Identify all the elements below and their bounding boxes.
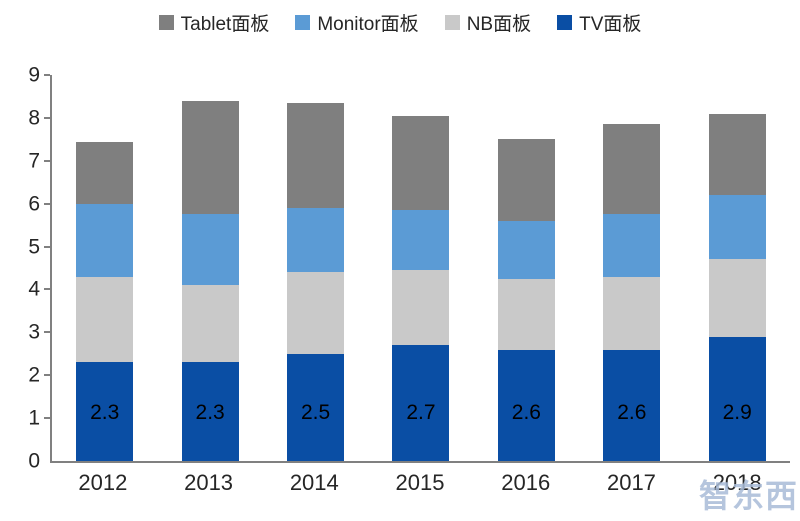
bar-segment-TV面板: [181, 362, 239, 461]
plot-area: 2.3 2.3 2.5 2.7 2.6 2.6 2.9 0 1 2 3 4 5 6 7 8 9: [28, 65, 790, 472]
x-tick-label: 2018: [712, 470, 762, 495]
bar-2013: 2.3: [181, 75, 239, 461]
legend-marker-icon: [444, 14, 460, 30]
bar-cell-2017: 2.6: [579, 75, 684, 461]
bar-cell-2018: 2.9: [685, 75, 790, 461]
bar-value-label: 2.3: [90, 401, 120, 424]
bar-value-label: 2.6: [617, 401, 647, 424]
legend-marker-icon: [557, 14, 573, 30]
watermark: 智东西: [698, 478, 798, 514]
bars-container: 2.3 2.3 2.5 2.7 2.6 2.6 2.9: [52, 75, 790, 461]
y-tick-label: 7: [28, 149, 40, 173]
bar-segment-TV面板: [708, 336, 766, 461]
bar-segment-TV面板: [392, 345, 450, 461]
legend-item-3: TV面板: [557, 9, 641, 36]
legend-marker-icon: [295, 14, 311, 30]
legend-item-0: Tablet面板: [158, 9, 270, 36]
y-tick-mark: [44, 116, 50, 119]
y-tick-mark: [44, 374, 50, 377]
bar-2017: 2.6: [603, 75, 661, 461]
y-tick-label: 4: [28, 277, 40, 301]
bar-segment-Tablet面板: [181, 100, 239, 215]
bar-cell-2013: 2.3: [157, 75, 262, 461]
bar-value-label: 2.3: [195, 401, 225, 424]
bar-value-label: 2.7: [406, 401, 436, 424]
y-tick-label: 5: [28, 235, 40, 259]
bar-segment-TV面板: [603, 349, 661, 461]
y-tick-label: 1: [28, 406, 40, 430]
bar-segment-TV面板: [76, 362, 134, 461]
legend-item-1: Monitor面板: [295, 9, 419, 36]
bar-segment-TV面板: [287, 353, 345, 461]
bar-segment-Tablet面板: [76, 141, 134, 204]
x-tick-label: 2015: [395, 470, 445, 495]
bar-segment-NB面板: [708, 259, 766, 337]
bar-segment-Monitor面板: [708, 195, 766, 260]
bar-cell-2015: 2.7: [368, 75, 473, 461]
bar-segment-Monitor面板: [76, 203, 134, 277]
bar-segment-NB面板: [76, 276, 134, 363]
y-tick-mark: [44, 417, 50, 420]
bar-segment-Monitor面板: [287, 207, 345, 273]
bar-segment-Monitor面板: [392, 210, 450, 271]
legend-label: TV面板: [579, 13, 642, 35]
bar-2012: 2.3: [76, 75, 134, 461]
legend-label: Monitor面板: [317, 13, 419, 35]
bar-segment-NB面板: [603, 276, 661, 350]
bar-2016: 2.6: [497, 75, 555, 461]
bar-segment-Tablet面板: [603, 124, 661, 215]
bar-cell-2016: 2.6: [474, 75, 579, 461]
bar-value-label: 2.5: [300, 401, 331, 424]
x-tick-label: 2017: [606, 470, 656, 495]
y-tick-mark: [44, 331, 50, 334]
legend: Tablet面板 Monitor面板 NB面板 TV面板: [0, 8, 800, 36]
y-tick-label: 0: [28, 449, 40, 473]
bar-segment-Tablet面板: [497, 139, 555, 221]
y-tick-mark: [44, 288, 50, 291]
bar-cell-2012: 2.3: [52, 75, 157, 461]
x-tick-label: 2012: [78, 470, 128, 495]
bar-2015: 2.7: [392, 75, 450, 461]
bar-segment-NB面板: [181, 285, 239, 363]
bar-segment-Tablet面板: [287, 102, 345, 208]
bar-segment-NB面板: [392, 270, 450, 346]
y-tick-mark: [44, 202, 50, 205]
bar-cell-2014: 2.5: [263, 75, 368, 461]
legend-label: NB面板: [466, 13, 532, 35]
y-tick-mark: [44, 74, 50, 76]
bar-segment-TV面板: [497, 349, 555, 461]
bar-segment-NB面板: [287, 272, 345, 354]
bar-segment-Monitor面板: [497, 220, 555, 279]
bar-segment-NB面板: [497, 278, 555, 350]
x-tick-label: 2016: [501, 470, 551, 495]
bar-segment-Tablet面板: [392, 115, 450, 211]
y-tick-label: 2: [28, 363, 40, 387]
bar-value-label: 2.9: [722, 401, 752, 424]
bar-segment-Tablet面板: [708, 113, 766, 196]
y-tick-mark: [44, 245, 50, 248]
bar-2014: 2.5: [287, 75, 345, 461]
legend-item-2: NB面板: [444, 9, 532, 36]
y-tick-label: 6: [28, 192, 40, 216]
bar-segment-Monitor面板: [603, 214, 661, 277]
y-tick-mark: [44, 159, 50, 162]
bar-segment-Monitor面板: [181, 214, 239, 286]
bar-value-label: 2.6: [511, 401, 541, 424]
x-tick-label: 2014: [289, 470, 339, 495]
y-tick-label: 9: [28, 63, 40, 87]
x-tick-label: 2013: [184, 470, 234, 495]
y-tick-label: 8: [28, 106, 40, 130]
legend-marker-icon: [158, 14, 174, 30]
x-axis: 2012 2013 2014 2015 2016 2017 2018: [50, 470, 790, 496]
bar-2018: 2.9: [708, 75, 766, 461]
y-tick-label: 3: [28, 320, 40, 344]
legend-label: Tablet面板: [180, 13, 270, 35]
